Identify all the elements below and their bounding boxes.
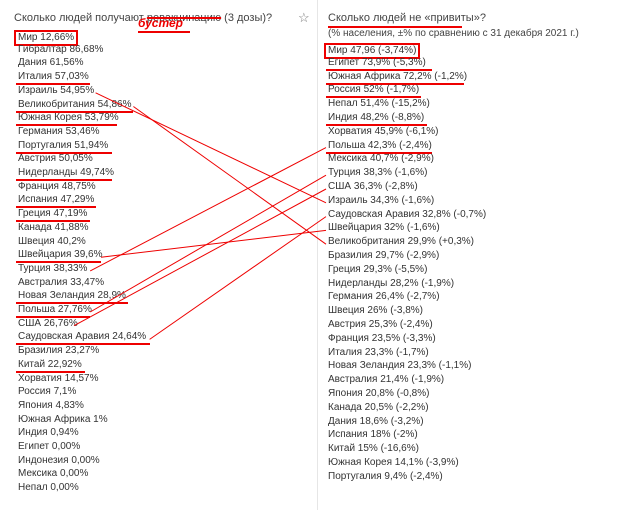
left-row: Швейцария 39,6% [18, 249, 103, 261]
right-row: Нидерланды 28,2% (-1,9%) [328, 277, 455, 289]
left-row: Израиль 54,95% [18, 84, 95, 96]
left-row: Италия 57,03% [18, 71, 89, 83]
left-title-struck-word: ревакцинацию [146, 12, 222, 24]
right-panel: Сколько людей не «привиты»? (% населения… [318, 0, 640, 510]
right-row: Португалия 9,4% (-2,4%) [328, 470, 443, 482]
left-row: Швеция 40,2% [18, 235, 86, 247]
right-row: Дания 18,6% (-3,2%) [328, 415, 424, 427]
right-row: Китай 15% (-16,6%) [328, 443, 419, 455]
right-row: Индия 48,2% (-8,8%) [328, 112, 425, 123]
right-row: Турция 38,3% (-1,6%) [328, 167, 428, 179]
right-row: Бразилия 29,7% (-2,9%) [328, 250, 440, 261]
row-underline [16, 124, 118, 127]
right-row: Австралия 21,4% (-1,9%) [328, 374, 445, 386]
right-row: Мексика 40,7% (-2,9%) [328, 153, 434, 165]
left-panel: Сколько людей получают ревакцинацию (3 д… [0, 0, 318, 510]
right-row: США 36,3% (-2,8%) [328, 181, 418, 192]
row-underline [326, 124, 427, 126]
right-row: Канада 20,5% (-2,2%) [328, 401, 429, 413]
right-row: Южная Корея 14,1% (-3,9%) [328, 457, 459, 468]
left-row: Мир 12,66% [14, 30, 79, 46]
handwritten-underline [138, 31, 190, 33]
right-row: Германия 26,4% (-2,7%) [328, 291, 440, 303]
left-row: Германия 53,46% [18, 125, 100, 137]
row-underline [16, 343, 150, 346]
left-row: Хорватия 14,57% [18, 372, 99, 384]
row-underline [16, 151, 112, 154]
left-row: Турция 38,33% [18, 262, 88, 274]
right-row: Новая Зеландия 23,3% (-1,1%) [328, 360, 472, 372]
left-row: Канада 41,88% [18, 221, 89, 233]
right-row: Франция 23,5% (-3,3%) [328, 332, 436, 344]
right-row: Италия 23,3% (-1,7%) [328, 346, 429, 358]
row-underline [16, 302, 128, 305]
left-row: Индонезия 0,00% [18, 454, 100, 466]
left-row: Нидерланды 49,74% [18, 167, 115, 178]
right-row: Великобритания 29,9% (+0,3%) [328, 236, 475, 248]
right-row: Испания 18% (-2%) [328, 429, 418, 441]
left-row: Китай 22,92% [18, 358, 82, 370]
row-underline [16, 220, 91, 223]
right-title-underline [328, 26, 462, 28]
row-underline [16, 83, 91, 86]
left-row: США 26,76% [18, 317, 78, 329]
right-subtitle: (% населения, ±% по сравнению с 31 декаб… [328, 28, 579, 39]
left-row: Дания 61,56% [18, 57, 84, 69]
row-underline [16, 206, 96, 209]
left-row: Франция 48,75% [18, 180, 96, 192]
right-row: Южная Африка 72,2% (-1,2%) [328, 70, 468, 82]
right-row: Австрия 25,3% (-2,4%) [328, 319, 433, 330]
right-row: Греция 29,3% (-5,5%) [328, 263, 428, 275]
handwritten-annotation: бустер [138, 16, 183, 30]
left-title-pre: Сколько людей получают [14, 12, 147, 24]
left-title-post: (3 дозы)? [221, 12, 273, 24]
right-row: Мир 47,96 (-3,74%) [324, 43, 421, 59]
row-underline [326, 68, 432, 71]
left-row: Австрия 50,05% [18, 153, 93, 165]
left-row: Южная Африка 1% [18, 413, 108, 425]
row-underline [16, 179, 112, 181]
left-row: Гибралтар 86,68% [18, 43, 104, 55]
row-underline [16, 370, 85, 373]
right-row: Швеция 26% (-3,8%) [328, 305, 424, 317]
right-row: Саудовская Аравия 32,8% (-0,7%) [328, 208, 487, 220]
left-row: Австралия 33,47% [18, 276, 105, 288]
left-row: Япония 4,83% [18, 399, 84, 411]
row-underline [16, 110, 134, 113]
left-row: Южная Корея 53,79% [18, 112, 119, 124]
left-row: Испания 47,29% [18, 194, 95, 206]
right-row: Швейцария 32% (-1,6%) [328, 222, 440, 234]
left-row: Польша 27,76% [18, 304, 92, 315]
row-underline [326, 96, 422, 99]
right-row: Япония 20,8% (-0,8%) [328, 388, 430, 399]
row-underline [16, 261, 101, 264]
left-row: Великобритания 54,86% [18, 98, 132, 110]
left-row: Мексика 0,00% [18, 468, 89, 480]
left-row: Новая Зеландия 28,9% [18, 290, 126, 302]
left-row: Греция 47,19% [18, 208, 88, 220]
row-underline [326, 82, 464, 85]
right-row: Хорватия 45,9% (-6,1%) [328, 125, 439, 137]
left-row: Португалия 51,94% [18, 139, 109, 151]
right-row: Польша 42,3% (-2,4%) [328, 139, 432, 151]
left-row: Египет 0,00% [18, 441, 81, 452]
right-title: Сколько людей не «привиты»? [328, 12, 486, 24]
left-row: Индия 0,94% [18, 427, 79, 439]
right-row: Непал 51,4% (-15,2%) [328, 98, 430, 110]
star-outline-icon[interactable]: ☆ [298, 10, 310, 25]
right-row: Россия 52% (-1,7%) [328, 84, 420, 96]
row-underline [326, 151, 432, 154]
left-row: Непал 0,00% [18, 482, 79, 494]
right-row: Египет 73,9% (-5,3%) [328, 56, 426, 68]
left-row: Саудовская Аравия 24,64% [18, 331, 147, 343]
left-title: Сколько людей получают ревакцинацию (3 д… [14, 12, 272, 24]
row-underline [16, 316, 91, 318]
left-row: Бразилия 23,27% [18, 345, 100, 357]
left-row: Россия 7,1% [18, 386, 77, 398]
right-row: Израиль 34,3% (-1,6%) [328, 194, 435, 206]
